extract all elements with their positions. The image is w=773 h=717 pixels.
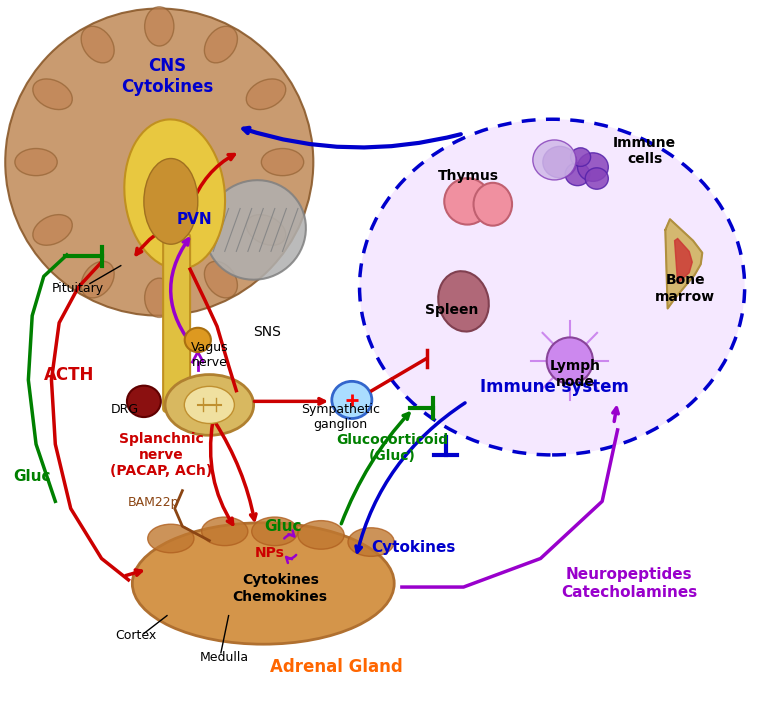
- Ellipse shape: [444, 178, 491, 224]
- Text: Vagus
nerve: Vagus nerve: [190, 341, 228, 369]
- Text: DRG: DRG: [111, 404, 138, 417]
- Ellipse shape: [145, 278, 174, 318]
- Ellipse shape: [247, 214, 286, 245]
- Ellipse shape: [81, 27, 114, 63]
- Text: Gluc: Gluc: [13, 469, 51, 484]
- Text: Immune system: Immune system: [480, 378, 629, 396]
- Ellipse shape: [547, 338, 593, 384]
- Text: BAM22p: BAM22p: [128, 496, 179, 509]
- Circle shape: [533, 140, 576, 180]
- Ellipse shape: [474, 183, 512, 226]
- Text: Cortex: Cortex: [115, 629, 157, 642]
- Ellipse shape: [124, 120, 225, 269]
- Circle shape: [565, 163, 590, 186]
- Text: Cytokines
Chemokines: Cytokines Chemokines: [233, 574, 328, 604]
- Text: Cytokines: Cytokines: [371, 541, 455, 555]
- Text: Sympathetic
ganglion: Sympathetic ganglion: [301, 403, 380, 431]
- Text: Lymph
node: Lymph node: [550, 359, 601, 389]
- Ellipse shape: [348, 528, 394, 556]
- Ellipse shape: [144, 158, 198, 244]
- Circle shape: [127, 386, 161, 417]
- Text: NPs: NPs: [254, 546, 284, 560]
- Ellipse shape: [202, 517, 248, 546]
- Text: Splanchnic
nerve
(PACAP, ACh): Splanchnic nerve (PACAP, ACh): [111, 432, 213, 478]
- Circle shape: [577, 153, 608, 181]
- Text: PVN: PVN: [176, 212, 212, 227]
- Text: Immune
cells: Immune cells: [613, 136, 676, 166]
- Ellipse shape: [204, 27, 237, 63]
- Ellipse shape: [252, 517, 298, 546]
- Polygon shape: [675, 239, 693, 283]
- Circle shape: [185, 328, 211, 352]
- Text: Adrenal Gland: Adrenal Gland: [270, 658, 403, 676]
- Ellipse shape: [32, 79, 73, 110]
- Ellipse shape: [132, 523, 394, 644]
- Text: Pituitary: Pituitary: [52, 282, 104, 295]
- Ellipse shape: [5, 9, 313, 315]
- Text: Bone
marrow: Bone marrow: [656, 273, 715, 303]
- FancyBboxPatch shape: [163, 234, 190, 412]
- Ellipse shape: [204, 261, 237, 298]
- Ellipse shape: [247, 79, 286, 110]
- Circle shape: [570, 148, 591, 166]
- Circle shape: [543, 146, 577, 178]
- Text: Neuropeptides
Catecholamines: Neuropeptides Catecholamines: [561, 567, 697, 599]
- Ellipse shape: [261, 148, 304, 176]
- Ellipse shape: [32, 214, 73, 245]
- Text: Spleen: Spleen: [425, 303, 478, 317]
- Text: Thymus: Thymus: [438, 169, 499, 184]
- Ellipse shape: [359, 119, 744, 455]
- Circle shape: [332, 381, 372, 419]
- Polygon shape: [666, 219, 703, 308]
- Ellipse shape: [148, 524, 194, 553]
- Ellipse shape: [438, 271, 489, 331]
- Ellipse shape: [298, 521, 344, 549]
- Text: CNS
Cytokines: CNS Cytokines: [121, 57, 213, 96]
- Text: Medulla: Medulla: [200, 650, 250, 663]
- Ellipse shape: [15, 148, 57, 176]
- Ellipse shape: [205, 180, 306, 280]
- Ellipse shape: [81, 261, 114, 298]
- Ellipse shape: [145, 6, 174, 46]
- Text: Glucocorticoid
(Gluc): Glucocorticoid (Gluc): [336, 432, 448, 463]
- Text: ACTH: ACTH: [44, 366, 94, 384]
- Ellipse shape: [165, 374, 254, 435]
- Circle shape: [585, 168, 608, 189]
- Ellipse shape: [184, 386, 234, 424]
- Text: SNS: SNS: [254, 325, 281, 339]
- Text: Gluc: Gluc: [264, 519, 301, 534]
